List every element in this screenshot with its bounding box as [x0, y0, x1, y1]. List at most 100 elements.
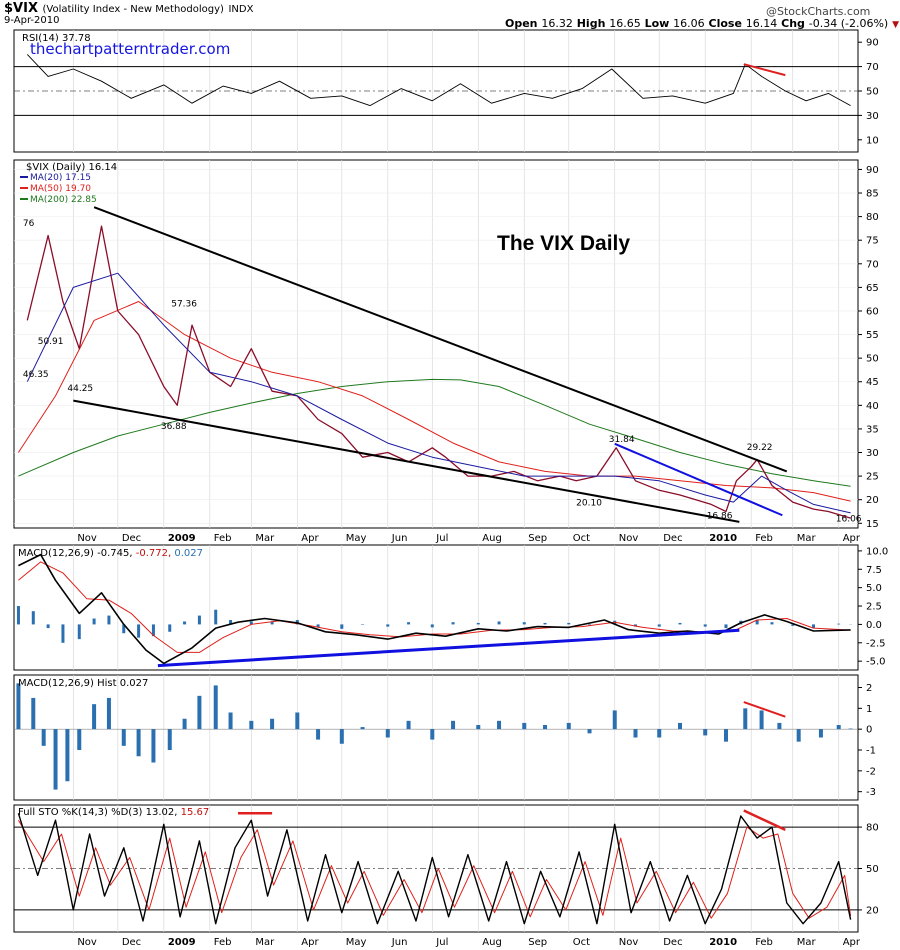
- hist-bar: [836, 725, 841, 730]
- hist-bar: [633, 729, 638, 738]
- x-axis-label: Dec: [663, 533, 682, 544]
- macd-hist-panel-title: MACD(12,26,9) Hist 0.027: [18, 678, 148, 689]
- symbol: $VIX: [4, 1, 38, 16]
- chg-value: -0.34 (-2.06%): [808, 17, 889, 30]
- price-panel-title: $VIX (Daily) 16.14: [26, 162, 117, 173]
- price-level-label: 44.25: [67, 384, 93, 394]
- macd-hist-bar: [137, 624, 141, 638]
- macd-hist-bar: [229, 620, 233, 625]
- hist-ytick-label: 0: [866, 725, 872, 736]
- hist-bar: [339, 729, 344, 744]
- macd-hist-bar: [168, 624, 172, 632]
- x-axis-label: 2009: [168, 533, 196, 544]
- x-axis-label: Mar: [255, 937, 275, 948]
- hist-bar: [65, 729, 70, 782]
- hist-bar: [703, 729, 708, 736]
- rsi-ytick-label: 90: [866, 38, 879, 49]
- hist-bar: [777, 722, 782, 730]
- hist-bar: [385, 729, 390, 738]
- hist-bar: [16, 683, 21, 730]
- macd-hist-bar: [197, 615, 201, 625]
- hist-bar: [136, 729, 141, 757]
- legend-entry: MA(200) 22.85: [30, 195, 97, 205]
- rsi-ytick-label: 30: [866, 111, 879, 122]
- macd-hist-bar: [837, 623, 841, 625]
- macd-ytick-label: 0.0: [866, 620, 882, 631]
- exchange: INDX: [228, 4, 254, 15]
- x-axis-label: Apr: [843, 937, 861, 948]
- macd-hist-bar: [678, 622, 682, 625]
- macd-trendline: [157, 628, 740, 668]
- price-ytick-label: 40: [866, 401, 879, 412]
- hist-bar: [151, 729, 156, 763]
- macd-title-signal: -0.772,: [136, 548, 171, 559]
- hist-bar: [31, 697, 36, 730]
- sto-title-main: Full STO %K(14,3) %D(3) 13.02,: [18, 807, 177, 818]
- hist-bar: [213, 685, 218, 730]
- sto-d-line: [17, 819, 852, 919]
- price-ytick-label: 35: [866, 424, 879, 435]
- price-ytick-label: 50: [866, 354, 879, 365]
- hist-bar: [406, 720, 411, 730]
- macd-hist-bar: [451, 622, 455, 625]
- x-axis-label: Dec: [663, 937, 682, 948]
- x-axis-label: Oct: [573, 533, 590, 544]
- x-axis-label: Mar: [255, 533, 275, 544]
- macd-hist-bar: [31, 611, 35, 625]
- macd-hist-bar: [151, 624, 155, 637]
- chart-annotation-title: The VIX Daily: [497, 232, 630, 255]
- price-level-label: 16.06: [836, 514, 862, 524]
- hist-ytick-label: -1: [866, 746, 876, 757]
- price-level-label: 36.88: [161, 422, 187, 432]
- macd-hist-bar: [703, 624, 707, 627]
- macd-hist-bar: [270, 621, 274, 625]
- stockcharts-brand: @StockCharts.com: [766, 5, 871, 18]
- price-ytick-label: 70: [866, 259, 879, 270]
- hist-bar: [848, 728, 853, 730]
- price-ytick-label: 90: [866, 165, 879, 176]
- hist-divergence-line: [743, 701, 786, 718]
- macd-hist-bar: [407, 622, 411, 625]
- macd-hist-bar: [107, 615, 111, 625]
- x-axis-label: Sep: [528, 937, 547, 948]
- macd-hist-bar: [249, 621, 253, 625]
- macd-hist-bar: [567, 622, 571, 625]
- price-ytick-label: 15: [866, 519, 879, 530]
- hist-bar: [566, 722, 571, 730]
- low-label: Low: [644, 17, 670, 30]
- x-axis-label: May: [346, 533, 367, 544]
- price-ytick-label: 25: [866, 472, 879, 483]
- x-axis-label: Aug: [482, 533, 502, 544]
- price-level-label: 29.22: [747, 443, 773, 453]
- x-axis-label: 2010: [709, 533, 737, 544]
- hist-bar: [430, 729, 435, 740]
- x-axis-label: Dec: [122, 533, 141, 544]
- x-axis-label: Sep: [528, 533, 547, 544]
- x-axis-label: Nov: [77, 533, 97, 544]
- hist-bar: [182, 718, 187, 730]
- macd-hist-bar: [543, 622, 547, 625]
- sto-panel-title: Full STO %K(14,3) %D(3) 13.02, 15.67: [18, 807, 209, 818]
- chart-date: 9-Apr-2010: [4, 15, 60, 26]
- macd-hist-bar: [588, 624, 592, 626]
- open-label: Open: [505, 17, 538, 30]
- macd-title-hist: 0.027: [174, 548, 203, 559]
- hist-bar: [818, 729, 823, 738]
- macd-panel-title: MACD(12,26,9) -0.745, -0.772, 0.027: [18, 548, 203, 559]
- price-ytick-label: 65: [866, 283, 879, 294]
- rsi-ytick-label: 70: [866, 62, 879, 73]
- price-level-label: 57.36: [171, 299, 197, 309]
- price-trendline: [614, 442, 783, 517]
- macd-ytick-label: 7.5: [866, 565, 882, 576]
- close-value: 16.14: [745, 17, 778, 30]
- hist-bar: [295, 712, 300, 730]
- close-label: Close: [708, 17, 742, 30]
- macd-signal-line: [18, 561, 851, 653]
- rsi-line: [26, 54, 851, 107]
- hist-ytick-label: 1: [866, 704, 872, 715]
- price-trendline: [73, 399, 740, 523]
- price-ytick-label: 20: [866, 495, 879, 506]
- macd-hist-bar: [16, 606, 20, 625]
- price-level-label: 76: [23, 219, 35, 229]
- macd-hist-bar: [497, 621, 501, 625]
